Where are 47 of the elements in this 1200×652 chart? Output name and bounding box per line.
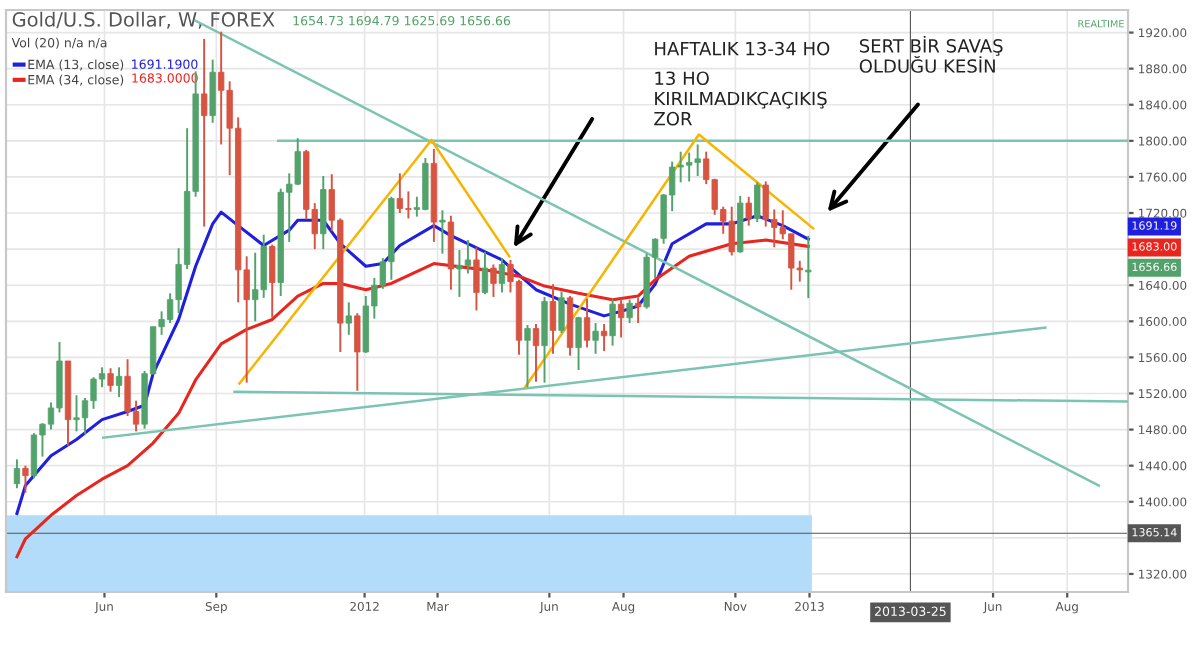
- candlestick: [490, 263, 497, 298]
- candlestick: [13, 458, 21, 490]
- candlestick: [532, 323, 540, 383]
- candlestick: [592, 322, 599, 355]
- candlestick: [498, 257, 506, 294]
- chart-title: Gold/U.S. Dollar, W, FOREX: [12, 11, 275, 29]
- candlestick: [524, 323, 531, 389]
- candlestick: [464, 239, 472, 275]
- candlestick: [754, 181, 761, 224]
- candlestick: [22, 464, 29, 494]
- candlestick: [447, 214, 455, 291]
- candlestick: [115, 366, 123, 399]
- candlestick: [481, 250, 489, 296]
- candlestick: [260, 233, 267, 299]
- candlestick: [209, 58, 216, 124]
- candlestick: [558, 290, 565, 334]
- candlestick: [107, 367, 114, 393]
- candlestick: [600, 323, 608, 353]
- candlestick: [73, 394, 80, 433]
- candlestick: [634, 296, 642, 325]
- candlestick: [617, 297, 625, 339]
- candlestick: [456, 249, 463, 298]
- candlestick: [294, 137, 301, 187]
- candlestick: [396, 172, 404, 214]
- candlestick: [805, 234, 812, 300]
- candlestick: [473, 246, 480, 312]
- annotation: HAFTALIK 13-34 HO: [655, 41, 830, 56]
- candlestick: [320, 175, 327, 251]
- candlestick: [694, 143, 701, 177]
- candlestick: [252, 251, 259, 323]
- candlestick: [549, 283, 557, 355]
- candlestick: [745, 195, 752, 227]
- candlestick: [439, 209, 446, 255]
- candlestick: [575, 315, 582, 371]
- candlestick: [541, 295, 548, 384]
- candlestick: [269, 243, 276, 319]
- candlestick: [609, 297, 616, 347]
- candlestick: [30, 432, 38, 480]
- candlestick: [626, 298, 633, 325]
- candlestick: [345, 301, 352, 336]
- annotation: 13 HO KIRILMADIKÇAÇIKIŞ ZOR: [654, 71, 827, 126]
- candlestick: [124, 358, 131, 418]
- candlestick: [583, 297, 591, 349]
- candlestick: [218, 30, 225, 146]
- candlestick: [354, 312, 361, 392]
- candlestick: [200, 37, 208, 228]
- candlestick: [728, 205, 735, 257]
